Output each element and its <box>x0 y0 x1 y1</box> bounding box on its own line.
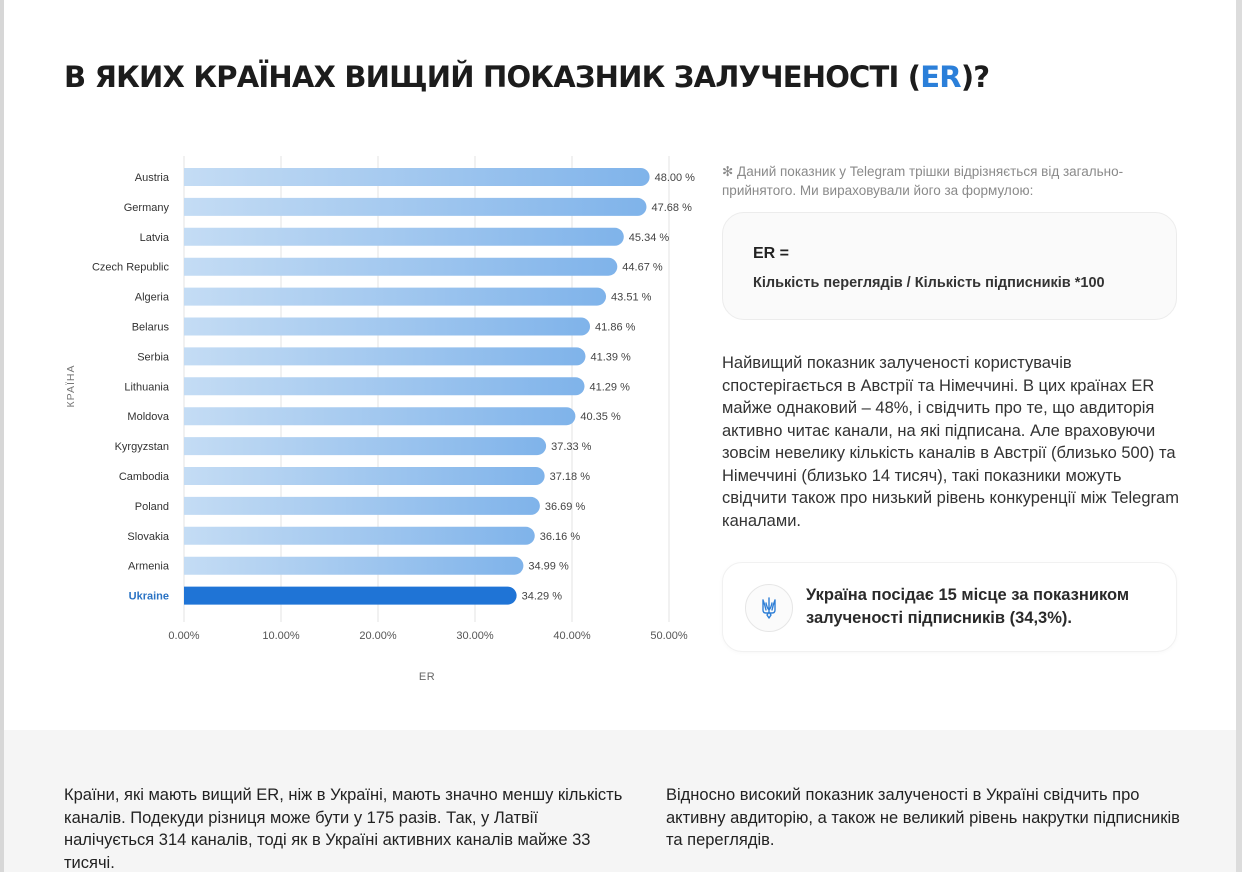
page-title: В ЯКИХ КРАЇНАХ ВИЩИЙ ПОКАЗНИК ЗАЛУЧЕНОСТ… <box>64 60 990 94</box>
title-suffix: )? <box>960 60 990 94</box>
page-frame-left <box>0 0 4 872</box>
bottom-section: Країни, які мають вищий ER, ніж в Україн… <box>4 730 1236 872</box>
er-bar-chart: 0.00% 10.00% 20.00% 30.00% 40.00% 50.00% Austr… <box>65 156 695 683</box>
emblem-badge <box>745 584 793 632</box>
value-label: 48.00 % <box>655 172 696 184</box>
bar-slovakia <box>184 526 535 545</box>
title-prefix: В ЯКИХ КРАЇНАХ ВИЩИЙ ПОКАЗНИК ЗАЛУЧЕНОСТ… <box>64 60 921 94</box>
value-label: 34.29 % <box>522 591 563 603</box>
bar-ukraine <box>184 586 517 605</box>
bar-algeria <box>184 287 607 306</box>
category-label: Kyrgyzstan <box>115 441 169 453</box>
x-tick-label: 30.00% <box>456 630 494 642</box>
page-frame-right <box>1236 0 1242 872</box>
value-label: 45.34 % <box>629 232 670 244</box>
category-label: Algeria <box>135 292 170 304</box>
bar-serbia <box>184 347 586 366</box>
category-label: Moldova <box>127 411 169 423</box>
value-label: 44.67 % <box>622 262 663 274</box>
category-label: Cambodia <box>119 471 170 483</box>
category-label: Czech Republic <box>92 262 170 274</box>
category-label: Belarus <box>132 322 170 334</box>
chart-labels: 0.00% 10.00% 20.00% 30.00% 40.00% 50.00% Austr… <box>92 172 695 642</box>
bar-germany <box>184 197 647 216</box>
bar-lithuania <box>184 377 585 396</box>
value-label: 41.39 % <box>590 351 631 363</box>
bar-moldova <box>184 407 576 426</box>
value-label: 40.35 % <box>580 411 621 423</box>
value-label: 47.68 % <box>651 202 692 214</box>
bottom-right-text: Відносно високий показник залученості в … <box>666 786 1180 849</box>
x-tick-label: 20.00% <box>359 630 397 642</box>
trident-icon <box>762 597 776 619</box>
formula-lhs: ER = <box>753 245 790 262</box>
bar-austria <box>184 168 650 186</box>
bottom-left-text: Країни, які мають вищий ER, ніж в Україн… <box>64 786 623 872</box>
x-tick-label: 0.00% <box>168 630 199 642</box>
bar-cambodia <box>184 467 545 485</box>
category-label: Austria <box>135 172 170 184</box>
value-label: 36.16 % <box>540 531 581 543</box>
bar-czech-republic <box>184 257 618 276</box>
category-label: Latvia <box>140 232 170 244</box>
x-axis-label: ER <box>419 671 435 683</box>
bar-kyrgyzstan <box>184 437 547 456</box>
category-label: Lithuania <box>124 381 170 393</box>
value-label: 37.33 % <box>551 441 592 453</box>
value-label: 37.18 % <box>550 471 591 483</box>
value-label: 41.29 % <box>590 381 631 393</box>
bar-poland <box>184 496 540 515</box>
ukraine-rank-callout: Україна посідає 15 місце за показником з… <box>722 562 1177 652</box>
category-label: Poland <box>135 501 169 513</box>
formula-rhs: Кількість переглядів / Кількість підписн… <box>753 275 1105 291</box>
bar-armenia <box>184 556 524 575</box>
value-label: 43.51 % <box>611 292 652 304</box>
formula-card: ER = Кількість переглядів / Кількість пі… <box>722 212 1177 320</box>
category-label: Ukraine <box>129 591 169 603</box>
category-label: Germany <box>124 202 170 214</box>
x-tick-label: 40.00% <box>553 630 591 642</box>
bar-belarus <box>184 317 591 336</box>
y-axis-label: КРАЇНА <box>65 365 77 408</box>
title-accent: ER <box>920 60 961 94</box>
category-label: Armenia <box>128 561 170 573</box>
value-label: 41.86 % <box>595 322 636 334</box>
x-tick-label: 50.00% <box>650 630 688 642</box>
callout-text: Україна посідає 15 місце за показником з… <box>806 586 1130 627</box>
chart-bars <box>184 168 650 605</box>
value-label: 34.99 % <box>528 561 569 573</box>
category-label: Serbia <box>137 351 170 363</box>
value-label: 36.69 % <box>545 501 586 513</box>
category-label: Slovakia <box>127 531 169 543</box>
x-tick-label: 10.00% <box>262 630 300 642</box>
analysis-paragraph: Найвищий показник залученості користувач… <box>722 354 1179 530</box>
bar-latvia <box>184 227 624 246</box>
formula-note: ✻ Даний показник у Telegram трішки відрі… <box>722 164 1124 198</box>
